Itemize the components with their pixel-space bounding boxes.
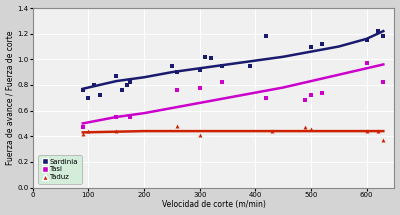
Point [196,86,203,89]
Point [308,127,314,130]
Point [308,94,314,97]
Point [364,61,370,65]
Point [219,64,225,68]
Point [113,74,120,78]
Point [302,99,309,102]
Point [319,91,325,94]
Point [364,129,370,133]
Point [308,45,314,48]
Point [374,29,381,33]
Point [124,83,130,87]
Point [127,115,133,119]
Point [263,35,270,38]
Point [219,81,225,84]
Point [85,96,92,100]
Point [96,94,103,97]
Point [85,129,92,133]
Point [380,35,386,38]
Point [374,129,381,133]
Point [380,81,386,84]
Point [80,132,86,135]
Point [174,124,181,128]
Y-axis label: Fuerza de avance / Fuerza de corte: Fuerza de avance / Fuerza de corte [6,31,14,165]
Point [196,133,203,137]
Point [174,88,181,92]
Point [80,88,86,92]
Point [196,68,203,71]
Point [113,115,120,119]
Point [91,83,97,87]
Point [263,96,270,100]
Point [380,138,386,142]
Point [208,56,214,60]
Point [202,55,208,58]
Point [269,129,275,133]
Point [113,129,120,133]
Point [118,88,125,92]
Point [80,126,86,129]
Point [127,81,133,84]
Point [246,64,253,68]
Legend: Sardinia, Tasi, Taduz: Sardinia, Tasi, Taduz [38,155,82,184]
Point [302,126,309,129]
Point [169,64,175,68]
X-axis label: Velocidad de corte (m/min): Velocidad de corte (m/min) [162,200,266,209]
Point [319,42,325,46]
Point [174,71,181,74]
Point [364,38,370,42]
